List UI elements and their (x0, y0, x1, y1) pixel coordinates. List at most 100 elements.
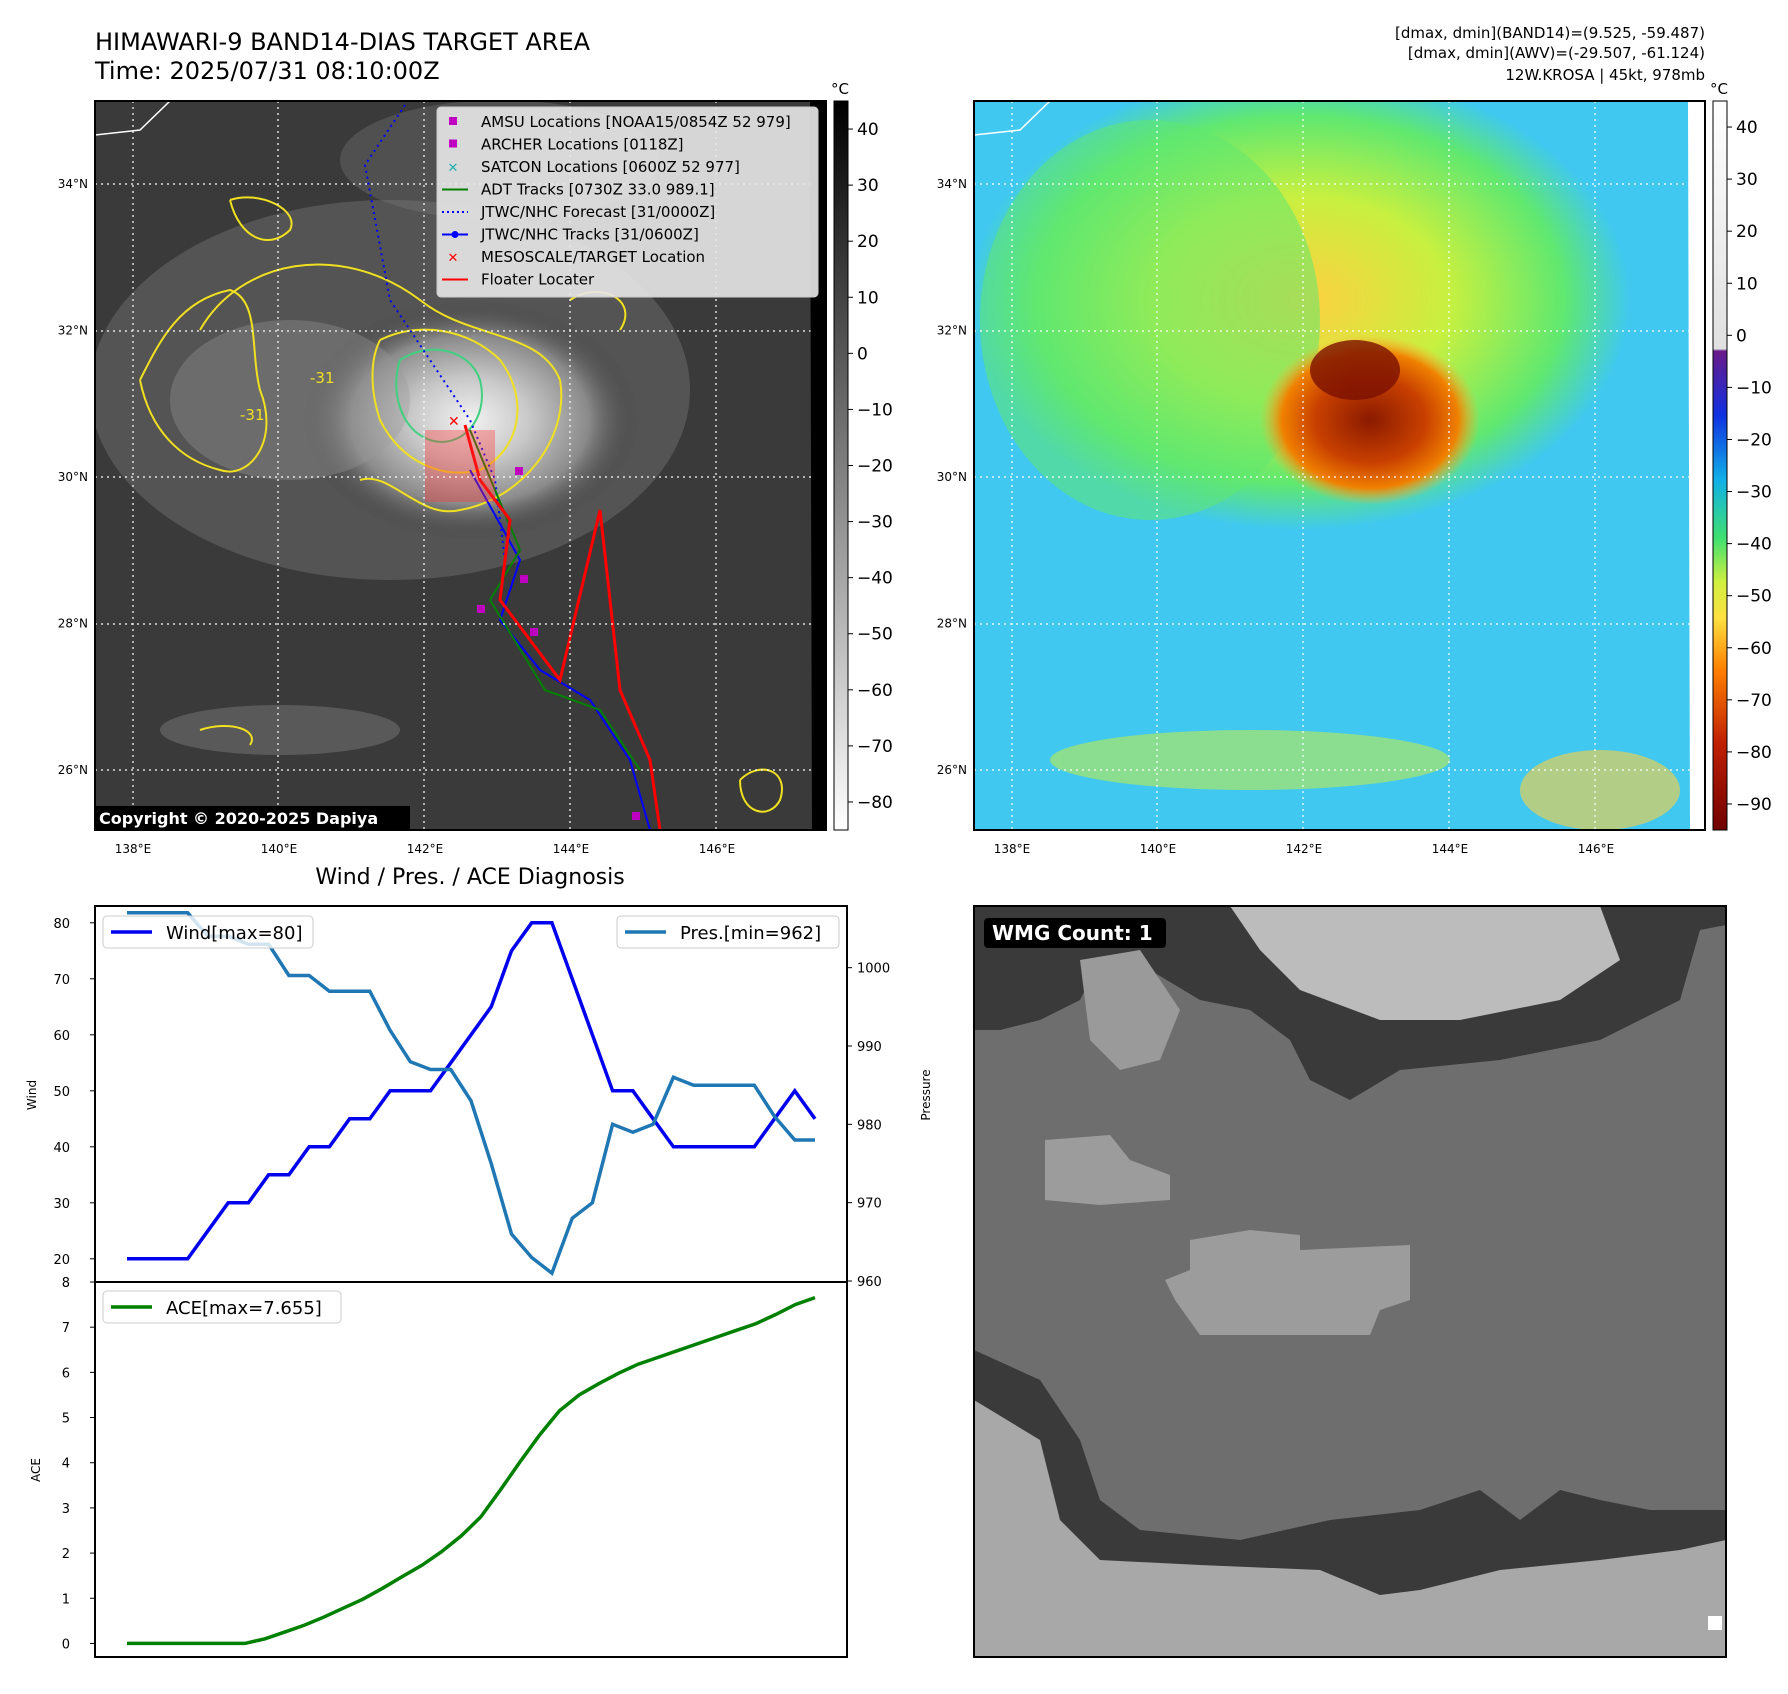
contour-label: -31 (240, 406, 265, 424)
lat-tick-label: 26°N (58, 763, 88, 777)
colorbar-tick-label: −70 (1736, 691, 1772, 711)
wind-tick-label: 50 (53, 1085, 70, 1100)
pressure-tick-label: 980 (857, 1118, 882, 1133)
colorbar-tick-label: 40 (1736, 118, 1758, 138)
ace-tick-label: 3 (62, 1502, 70, 1517)
legend-label: JTWC/NHC Tracks [31/0600Z] (480, 226, 699, 244)
colorbar-tick-label: 20 (1736, 222, 1758, 242)
ace-tick-label: 4 (62, 1457, 70, 1472)
copyright-label: Copyright © 2020-2025 Dapiya (99, 809, 378, 828)
ir-colorbar: °C 40 30 20 10 0 −10 −20 −30 −40 −50 −60 −70 −80 (831, 80, 893, 831)
wind-legend: Wind[max=80] (102, 915, 314, 949)
wind-tick-label: 40 (53, 1141, 70, 1156)
wind-series-line (127, 921, 817, 1261)
colorbar-tick-label: 10 (1736, 274, 1758, 294)
wind-axis-label: Wind (25, 1080, 39, 1110)
coastline (95, 101, 171, 136)
colorbar-tick-label: −40 (857, 569, 893, 589)
legend-entry: JTWC/NHC Tracks [31/0600Z] (442, 226, 699, 244)
wind-tick-label: 60 (53, 1029, 70, 1044)
lat-tick-label: 34°N (937, 177, 967, 191)
pressure-tick-label: 990 (857, 1040, 882, 1055)
lat-tick-label: 34°N (58, 177, 88, 191)
colorbar-tick-label: −50 (1736, 587, 1772, 607)
lon-tick-label: 146°E (699, 842, 736, 856)
info-line-1: [dmax, dmin](BAND14)=(9.525, -59.487) (1395, 24, 1705, 42)
lon-tick-label: 138°E (994, 842, 1031, 856)
colorbar-unit: °C (1710, 80, 1728, 98)
ace-tick-label: 7 (62, 1321, 70, 1336)
legend-label: MESOSCALE/TARGET Location (481, 248, 705, 266)
lon-tick-label: 142°E (1286, 842, 1323, 856)
legend-marker: ✕ (448, 161, 459, 176)
lat-tick-label: 26°N (937, 763, 967, 777)
colorbar-tick-label: −60 (1736, 639, 1772, 659)
legend-entry: AMSU Locations [NOAA15/0854Z 52 979] (449, 113, 791, 131)
colorbar-tick-label: 20 (857, 232, 879, 252)
legend-entry: ✕ MESOSCALE/TARGET Location (448, 248, 706, 266)
colorbar-tick-label: −10 (857, 400, 893, 420)
floater-locater-line (463, 424, 662, 830)
lon-tick-label: 144°E (1432, 842, 1469, 856)
ace-axis-label: ACE (29, 1458, 43, 1482)
info-line-3: 12W.KROSA | 45kt, 978mb (1505, 66, 1705, 84)
time-subtitle: Time: 2025/07/31 08:10:00Z (94, 57, 440, 85)
lon-tick-label: 140°E (1140, 842, 1177, 856)
adt-track-line (469, 429, 641, 771)
legend-entry: ARCHER Locations [0118Z] (449, 136, 684, 154)
wv-gridlines (974, 101, 1705, 830)
lon-tick-label: 146°E (1578, 842, 1615, 856)
wv-map-panel (973, 100, 1706, 831)
contour-label: -31 (310, 369, 335, 387)
lon-tick-label: 138°E (115, 842, 152, 856)
colorbar-tick-label: −90 (1736, 795, 1772, 815)
mesoscale-target-marker: ✕ (448, 414, 460, 430)
jtwc-forecast-line (363, 104, 506, 561)
wmg-gray-patch (1045, 1135, 1170, 1205)
target-area-box (425, 430, 495, 502)
legend-entry: JTWC/NHC Forecast [31/0000Z] (442, 203, 715, 221)
legend-entry: ✕ SATCON Locations [0600Z 52 977] (448, 158, 740, 176)
colorbar-tick-label: −80 (857, 793, 893, 813)
legend-marker (449, 139, 457, 148)
ir-storm-core (300, 300, 640, 540)
legend-entry: Floater Locater (442, 271, 595, 289)
colorbar-unit: °C (831, 80, 849, 98)
diagnosis-title: Wind / Pres. / ACE Diagnosis (315, 865, 624, 890)
legend-marker (449, 117, 457, 125)
wind-tick-label: 80 (53, 917, 70, 932)
ace-tick-label: 2 (62, 1547, 70, 1562)
wmg-light-region-top (1230, 906, 1620, 1020)
lon-tick-label: 144°E (553, 842, 590, 856)
colorbar-tick-label: −40 (1736, 535, 1772, 555)
lat-tick-label: 32°N (937, 324, 967, 338)
ir-map-panel: ✕ -31 -31 Copyright © 2020-2025 Dapiy (94, 100, 827, 831)
colorbar-tick-label: 0 (1736, 326, 1747, 346)
ace-legend-label: ACE[max=7.655] (166, 1298, 322, 1319)
wind-tick-label: 30 (53, 1197, 70, 1212)
ace-tick-label: 8 (62, 1276, 70, 1291)
wmg-count-label: WMG Count: 1 (992, 921, 1153, 945)
pressure-legend-label: Pres.[min=962] (680, 923, 821, 944)
lon-tick-label: 140°E (261, 842, 298, 856)
ace-legend: ACE[max=7.655] (102, 1290, 342, 1324)
colorbar-tick-label: −10 (1736, 378, 1772, 398)
legend-label: AMSU Locations [NOAA15/0854Z 52 979] (481, 113, 791, 131)
pressure-tick-label: 970 (857, 1197, 882, 1212)
colorbar-tick-label: −20 (1736, 430, 1772, 450)
lat-tick-label: 28°N (58, 617, 88, 631)
ace-series-line (127, 1295, 816, 1646)
wind-tick-label: 70 (53, 973, 70, 988)
ace-tick-label: 0 (62, 1637, 70, 1652)
legend-entry: ADT Tracks [0730Z 33.0 989.1] (442, 181, 715, 199)
colorbar-tick-label: −30 (857, 513, 893, 533)
legend-label: ADT Tracks [0730Z 33.0 989.1] (481, 181, 715, 199)
wv-colorbar: °C 40 30 20 10 0 −10 −20 −30 −40 −50 −60 −70 −80 −90 (1710, 80, 1772, 831)
pressure-tick-label: 960 (857, 1275, 882, 1290)
main-title: HIMAWARI-9 BAND14-DIAS TARGET AREA (95, 28, 591, 56)
jtwc-track-line (469, 469, 651, 830)
pressure-axis-label: Pressure (919, 1069, 933, 1120)
legend-label: JTWC/NHC Forecast [31/0000Z] (480, 203, 715, 221)
